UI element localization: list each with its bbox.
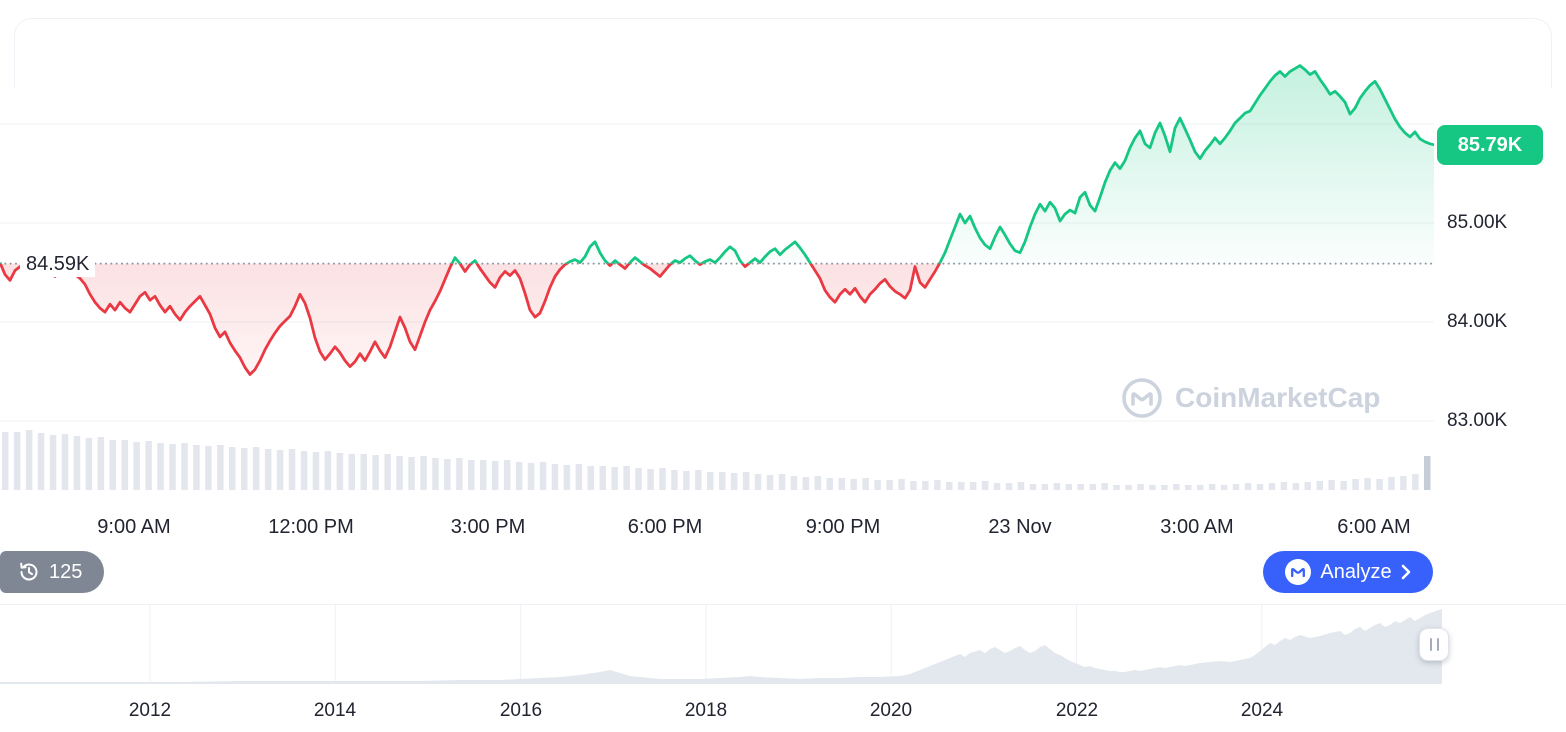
last-price-badge: 85.79K — [1437, 125, 1543, 165]
year-tick-label: 2014 — [313, 700, 357, 721]
year-tick-label: 2020 — [869, 700, 913, 721]
year-tick-label: 2012 — [128, 700, 172, 721]
coinmarketcap-logo-icon — [1285, 559, 1312, 585]
x-tick-label: 6:00 AM — [1337, 516, 1411, 538]
x-tick-label: 3:00 PM — [450, 516, 526, 538]
handle-grip-bar — [1436, 638, 1439, 651]
year-tick-label: 2022 — [1055, 700, 1099, 721]
range-handle[interactable] — [1419, 628, 1449, 661]
history-count: 125 — [49, 560, 83, 583]
analyze-button[interactable]: Analyze — [1263, 551, 1433, 593]
baseline-price-label: 84.59K — [20, 251, 96, 277]
x-tick-label: 6:00 PM — [627, 516, 703, 538]
price-chart[interactable] — [0, 0, 1566, 500]
range-navigator[interactable] — [0, 604, 1566, 684]
analyze-label: Analyze — [1320, 560, 1392, 583]
x-tick-label: 3:00 AM — [1160, 516, 1234, 538]
x-tick-label: 12:00 PM — [268, 516, 354, 538]
chevron-right-icon — [1401, 564, 1410, 580]
handle-grip-bar — [1429, 638, 1432, 651]
x-tick-label: 23 Nov — [988, 516, 1052, 538]
year-tick-label: 2018 — [684, 700, 728, 721]
history-count-badge[interactable]: 125 — [0, 551, 105, 593]
x-tick-label: 9:00 AM — [97, 516, 171, 538]
year-tick-label: 2024 — [1240, 700, 1284, 721]
x-tick-label: 9:00 PM — [805, 516, 881, 538]
history-clock-icon — [20, 562, 38, 581]
year-tick-label: 2016 — [499, 700, 543, 721]
